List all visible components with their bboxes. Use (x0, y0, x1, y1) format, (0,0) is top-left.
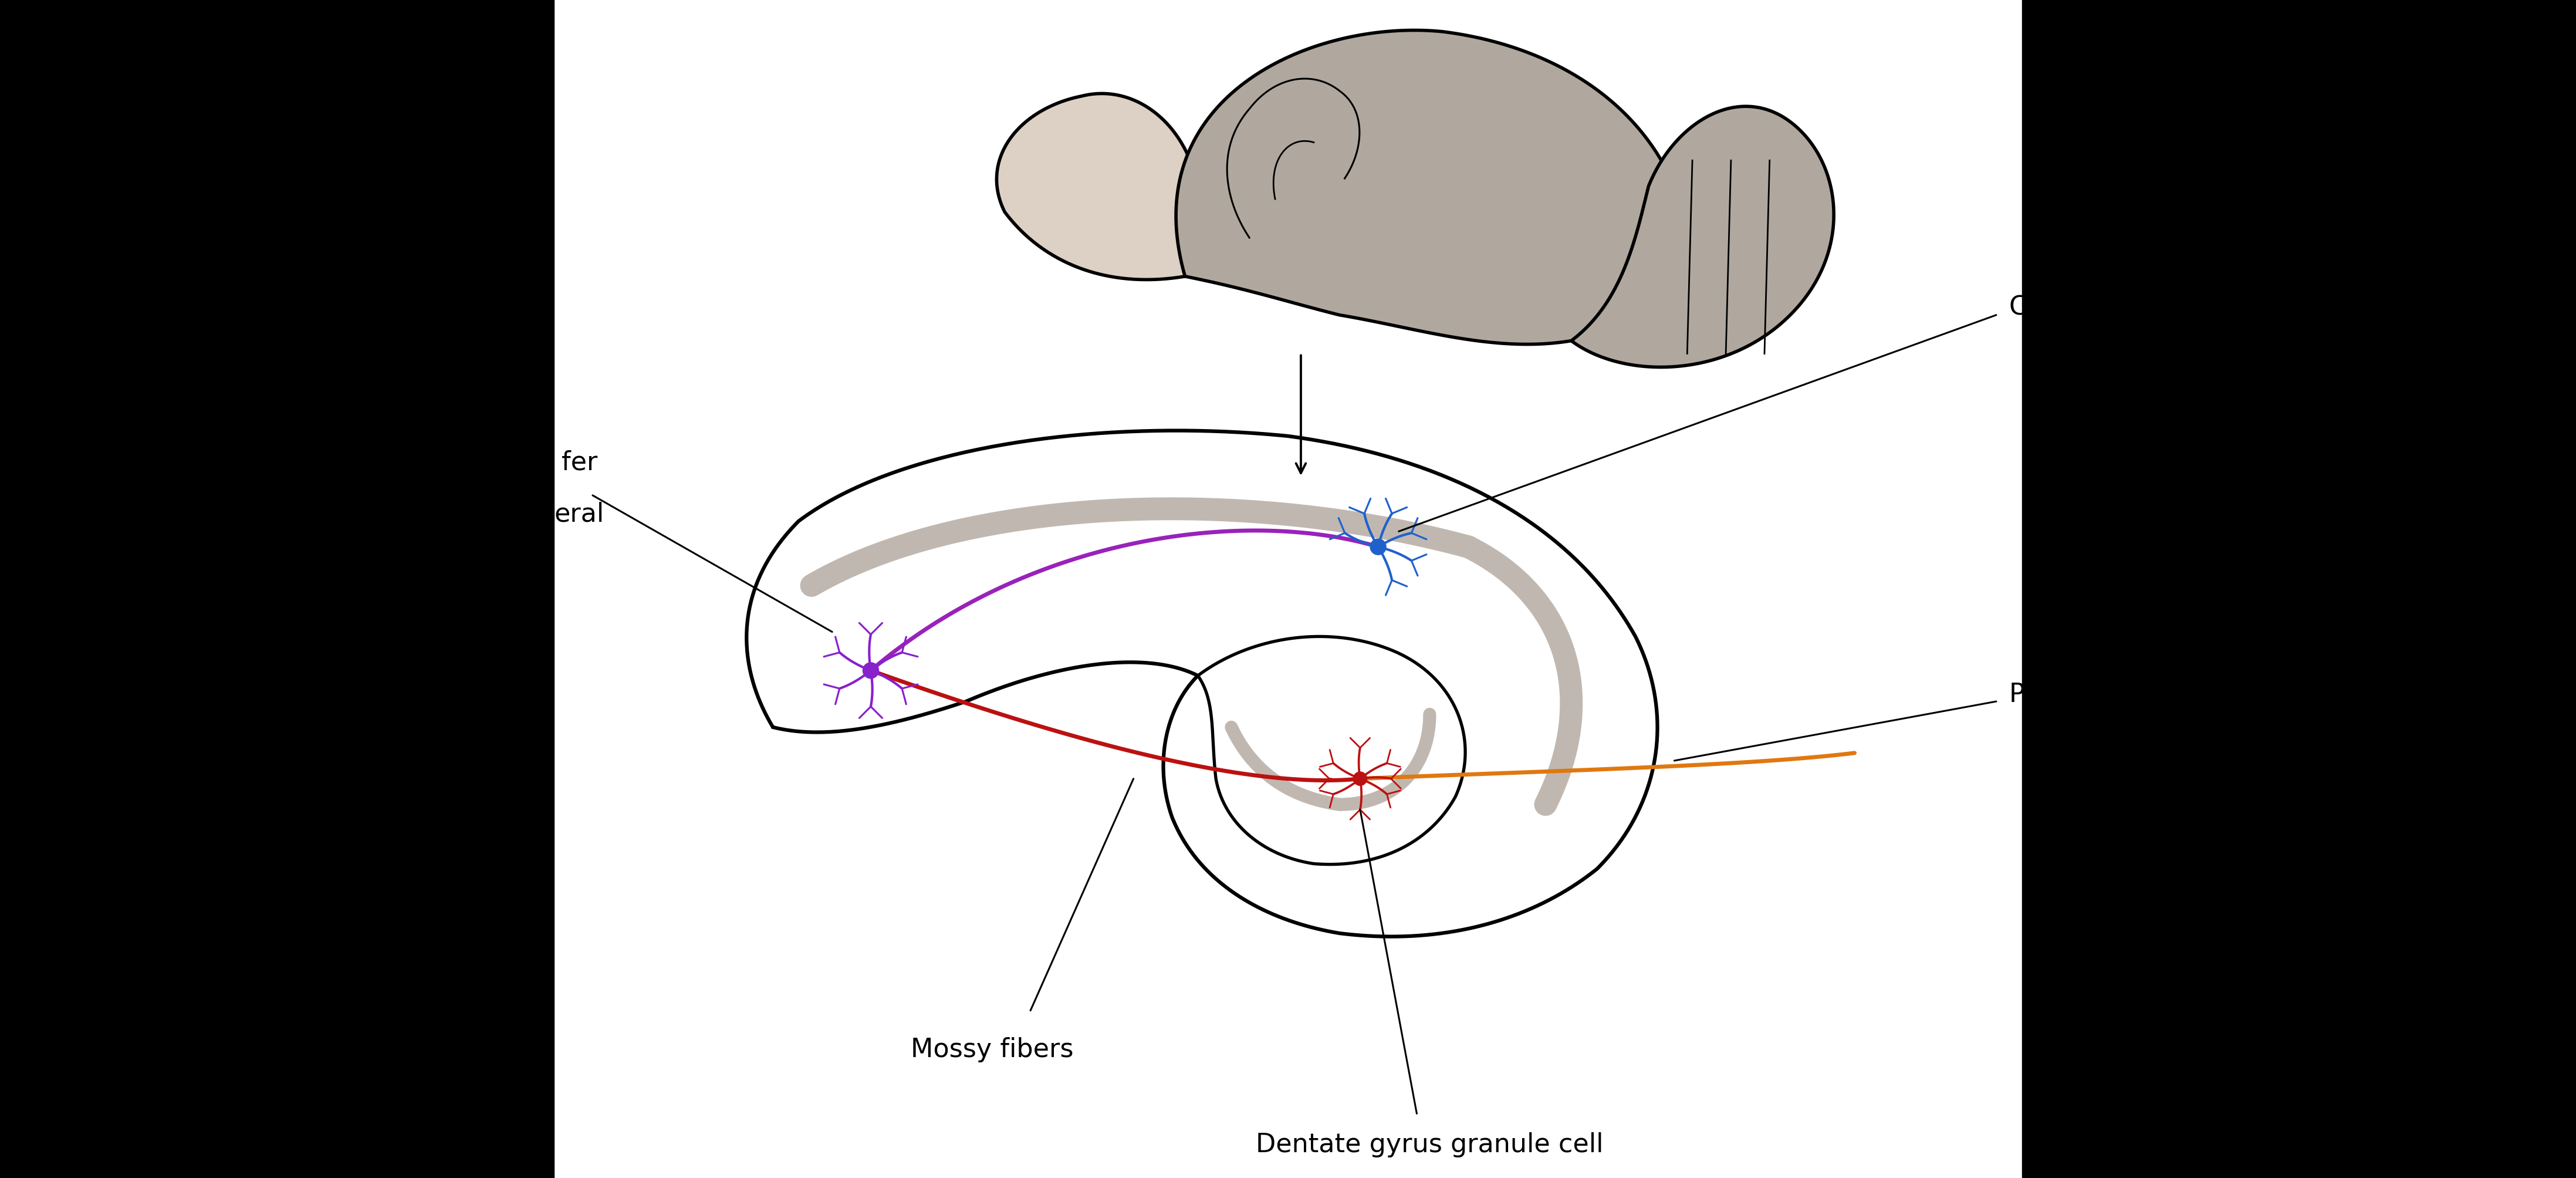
Polygon shape (1198, 637, 1466, 865)
Text: Mossy fibers: Mossy fibers (909, 1037, 1074, 1061)
Text: Dentate gyrus granule cell: Dentate gyrus granule cell (1257, 1132, 1602, 1157)
Circle shape (1352, 772, 1368, 786)
Polygon shape (1177, 31, 1677, 345)
Text: Perfor: Perfor (2009, 681, 2087, 707)
Text: eral: eral (554, 501, 603, 527)
Text: fer: fer (562, 450, 598, 475)
Polygon shape (747, 431, 1656, 937)
Circle shape (1370, 540, 1386, 555)
Bar (2022, 0, 2576, 1178)
Polygon shape (997, 94, 1200, 280)
Circle shape (863, 663, 878, 679)
Text: CA1 neuron: CA1 neuron (2009, 294, 2161, 320)
Polygon shape (1571, 107, 1834, 368)
Bar (0, 0, 554, 1178)
